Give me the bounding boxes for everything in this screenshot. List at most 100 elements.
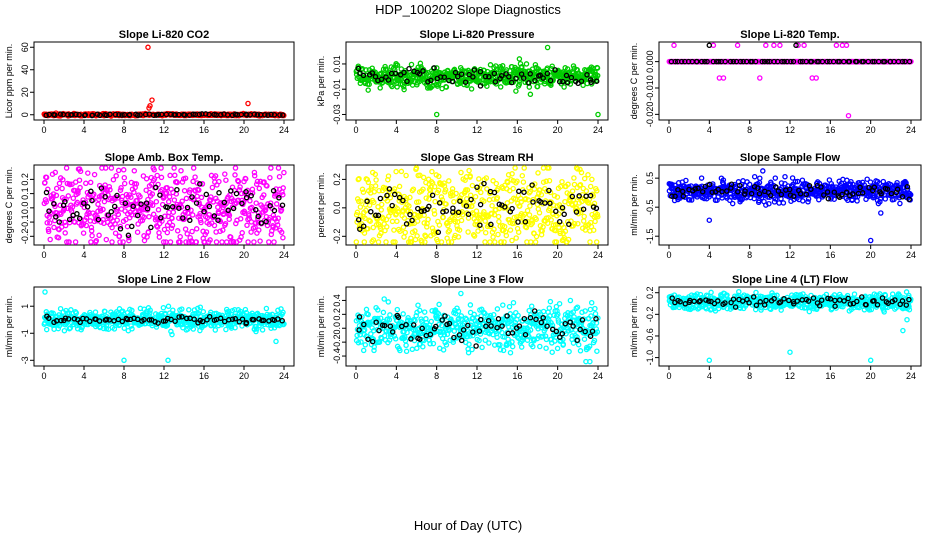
data-point	[157, 192, 163, 198]
data-point	[356, 175, 362, 182]
data-point	[370, 336, 377, 342]
data-point	[466, 203, 472, 210]
data-point	[171, 197, 178, 203]
series-hourly	[669, 181, 912, 203]
data-point	[803, 191, 810, 198]
data-point	[441, 74, 448, 80]
data-point	[445, 222, 451, 229]
data-point	[232, 324, 238, 331]
series-all	[41, 165, 287, 245]
data-point	[76, 177, 83, 183]
data-point	[203, 191, 210, 198]
y-axis-label: degrees C per min.	[629, 43, 639, 120]
data-point	[65, 193, 72, 199]
x-tick-label: 20	[239, 125, 249, 135]
data-point	[377, 225, 384, 232]
data-point	[361, 239, 368, 245]
data-point	[420, 186, 426, 192]
data-point	[592, 218, 598, 225]
data-point	[95, 216, 102, 223]
data-point	[119, 112, 125, 118]
x-tick-label: 0	[41, 125, 46, 135]
data-point	[233, 190, 240, 197]
outlier-point	[751, 173, 758, 180]
data-point	[499, 63, 506, 69]
data-point	[766, 200, 772, 207]
data-point	[724, 188, 730, 194]
y-tick-label: -1.5	[645, 228, 655, 244]
data-point	[403, 172, 409, 179]
data-point	[208, 194, 214, 200]
data-point	[218, 112, 224, 118]
data-point	[581, 175, 588, 182]
data-point	[262, 112, 268, 118]
data-point	[805, 196, 812, 202]
data-point	[891, 196, 897, 203]
data-point	[553, 239, 560, 245]
data-point	[218, 199, 224, 206]
data-point	[69, 204, 76, 210]
data-point	[280, 112, 286, 118]
data-point	[413, 165, 420, 171]
data-point	[401, 86, 407, 93]
data-point	[533, 233, 540, 240]
data-point	[243, 319, 250, 326]
y-tick-label: 0.2	[332, 308, 342, 321]
data-point	[276, 173, 283, 180]
y-tick-label: -0.1	[20, 214, 30, 230]
data-point	[587, 77, 594, 83]
data-point	[386, 186, 393, 192]
data-point	[546, 165, 552, 171]
data-point	[503, 71, 509, 77]
data-point	[537, 222, 544, 229]
data-point	[482, 73, 489, 80]
data-point	[378, 230, 384, 237]
data-point	[141, 316, 147, 323]
data-point	[706, 181, 713, 188]
panel-4: Slope Amb. Box Temp.0 4 8 12 16 20 24-0.2-0.10…	[4, 152, 295, 260]
data-point	[121, 325, 128, 331]
data-point	[179, 314, 185, 320]
data-point	[729, 200, 736, 207]
data-point	[556, 78, 563, 85]
data-point	[761, 58, 768, 65]
y-tick-label: 0.1	[20, 187, 30, 200]
data-point	[400, 224, 407, 230]
data-point	[544, 220, 551, 226]
panel-title: Slope Gas Stream RH	[420, 152, 533, 164]
x-tick-label: 24	[593, 371, 603, 381]
data-point	[121, 174, 128, 181]
data-point	[43, 112, 49, 119]
data-point	[794, 178, 801, 185]
panel-title: Slope Line 3 Flow	[431, 274, 524, 286]
y-axis-label: degrees C per min.	[4, 167, 14, 244]
outlier-point	[516, 56, 523, 62]
data-point	[248, 229, 254, 235]
data-point	[107, 187, 113, 193]
data-point	[869, 58, 876, 65]
data-point	[96, 232, 102, 239]
data-point	[496, 201, 503, 208]
data-point	[113, 173, 119, 179]
data-point	[792, 178, 799, 185]
data-point	[178, 167, 184, 174]
data-point	[275, 316, 281, 322]
data-point	[53, 214, 59, 220]
series-all	[353, 165, 601, 245]
data-point	[238, 190, 245, 197]
data-point	[64, 239, 70, 245]
data-point	[84, 204, 91, 210]
data-point	[375, 239, 382, 245]
data-point	[438, 239, 445, 245]
x-tick-label: 16	[512, 250, 522, 260]
data-point	[146, 317, 153, 323]
data-point	[759, 58, 765, 65]
data-point	[464, 187, 471, 193]
data-point	[183, 315, 190, 322]
y-tick-label: 0.000	[645, 50, 655, 73]
data-point	[265, 112, 271, 118]
data-point	[540, 224, 546, 230]
data-point	[424, 224, 430, 230]
data-point	[160, 239, 167, 245]
data-point	[442, 187, 449, 193]
